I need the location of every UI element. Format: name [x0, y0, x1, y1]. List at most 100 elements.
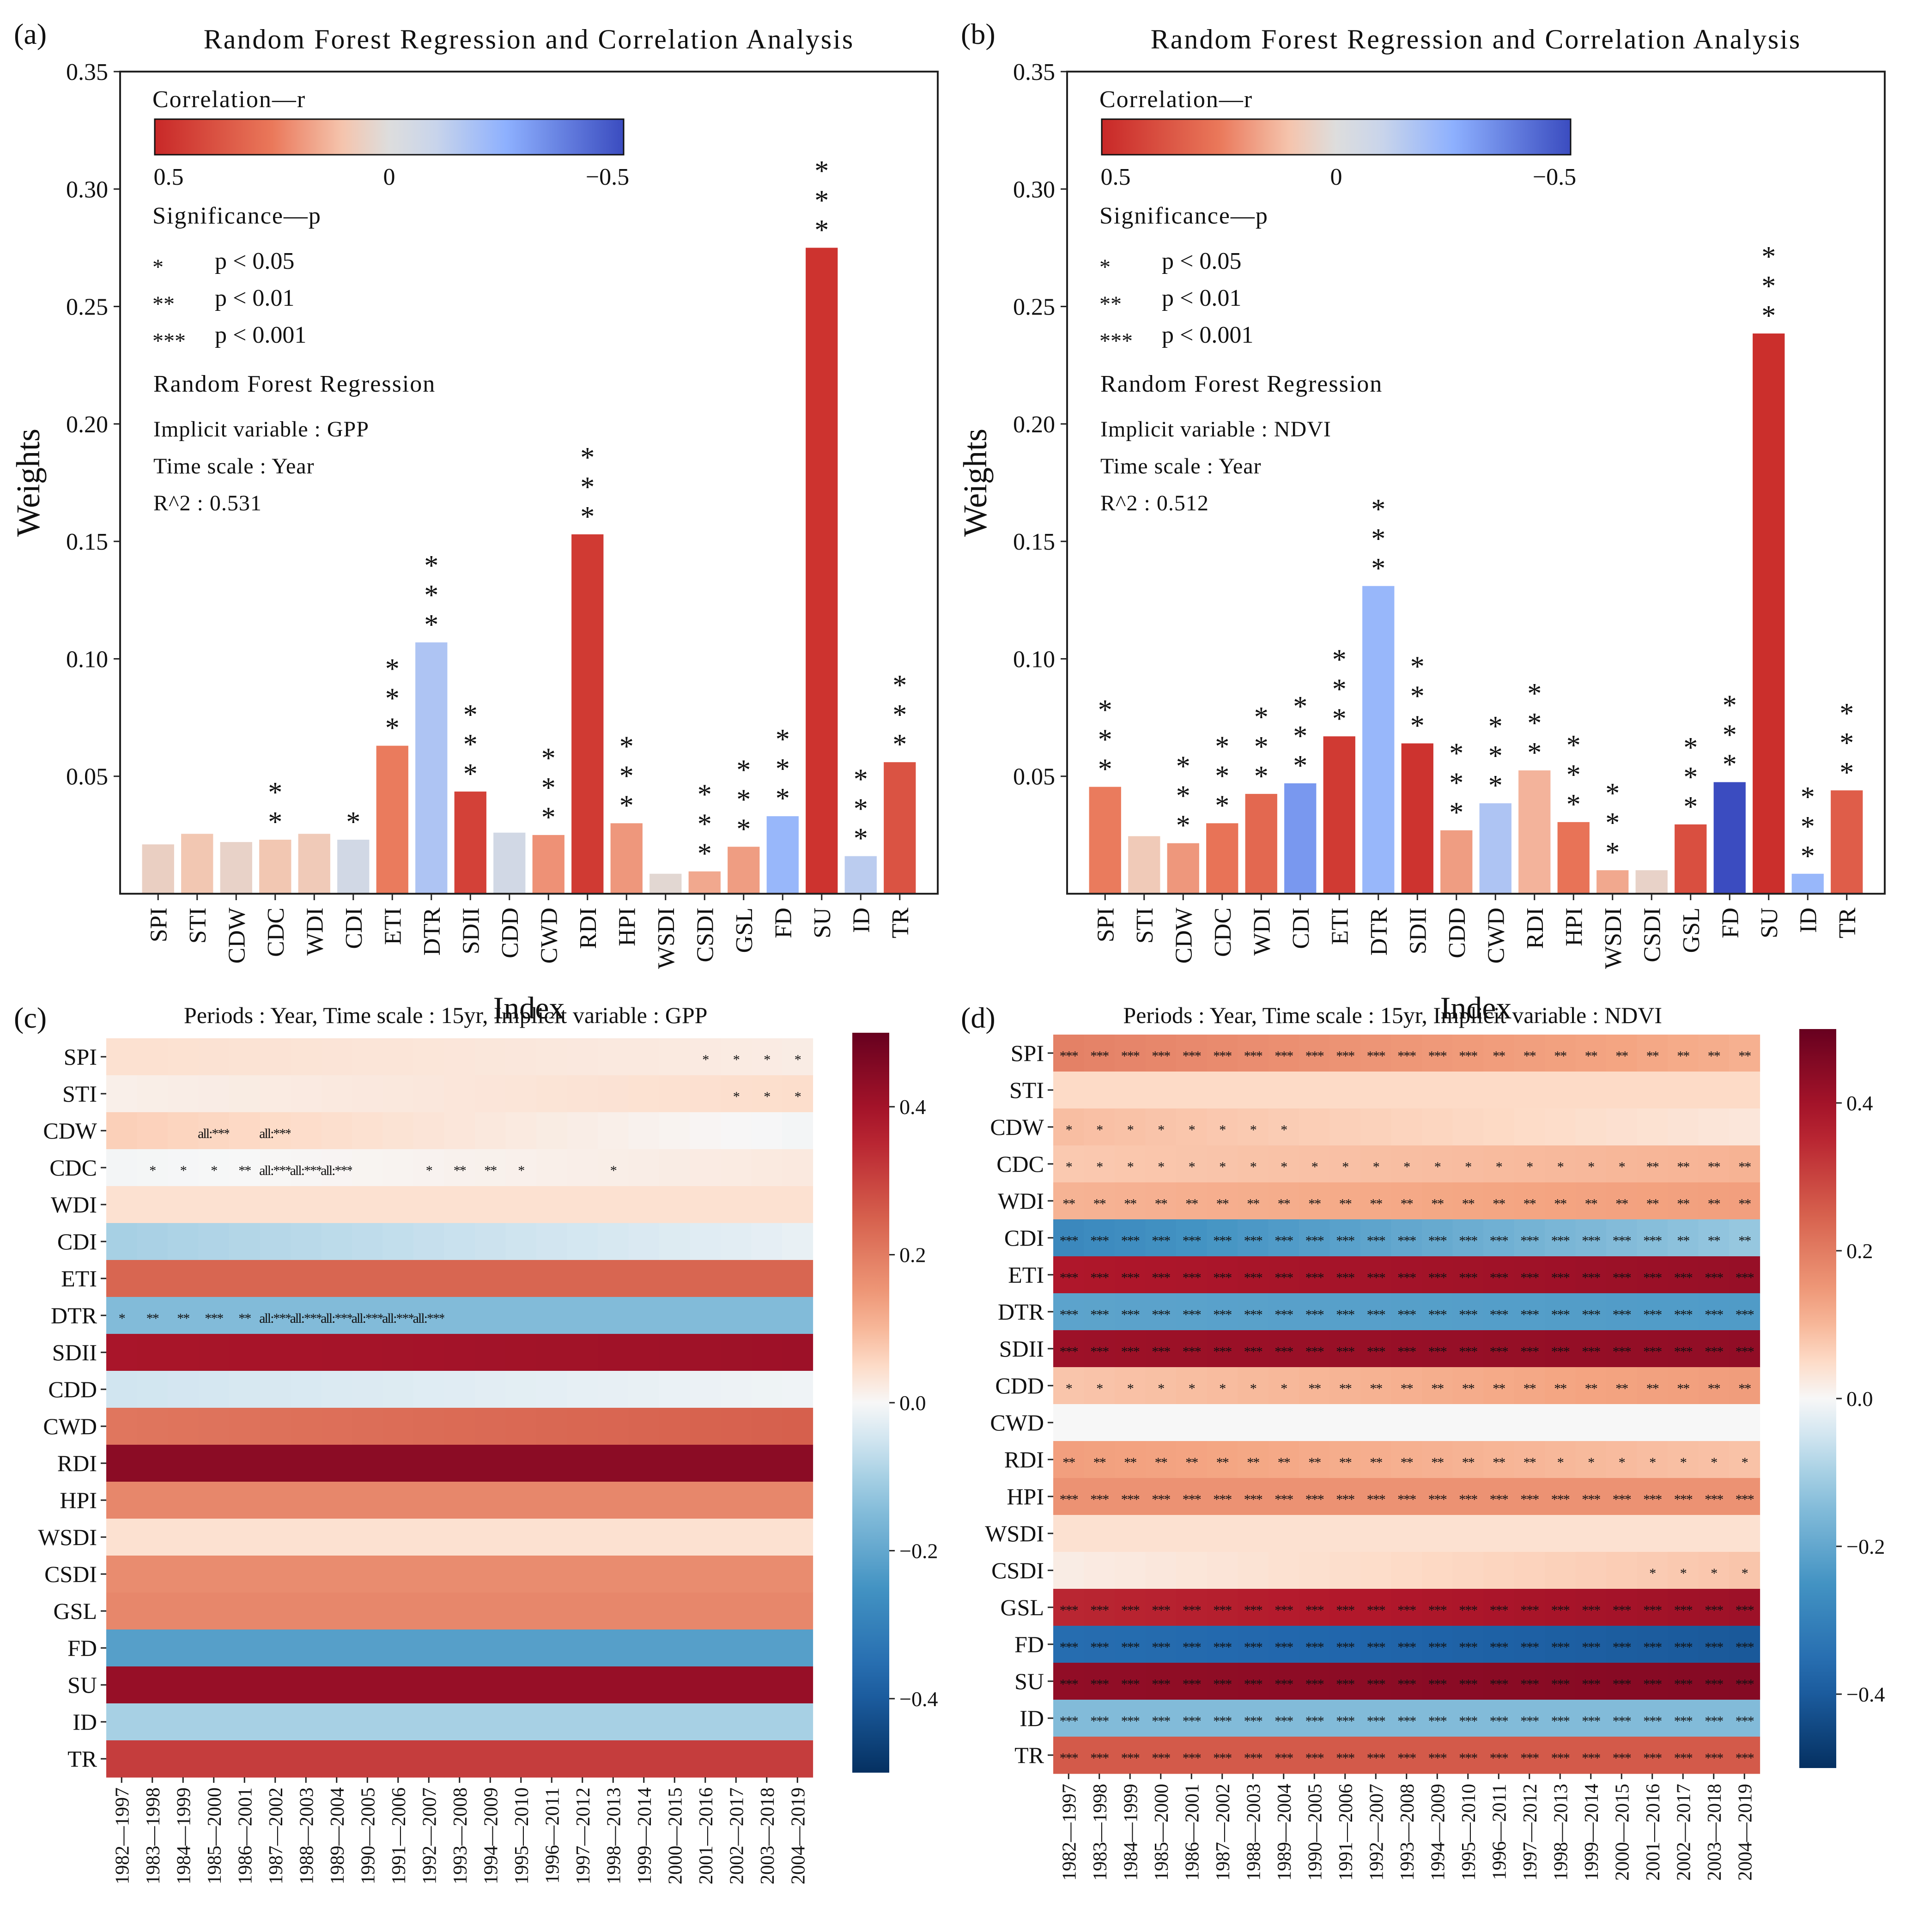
- significance-star: *: [1488, 740, 1503, 772]
- legend-tick: 0: [383, 164, 395, 190]
- significance-star: *: [346, 806, 360, 838]
- heatmap-cell: [690, 1703, 721, 1741]
- heatmap-cell: [628, 1223, 660, 1260]
- significance-star: *: [580, 501, 595, 533]
- significance-star: *: [1293, 721, 1307, 752]
- heatmap-cell: [106, 1075, 138, 1113]
- heatmap-star: ***: [1275, 1233, 1293, 1248]
- heatmap-star: **: [1646, 1159, 1659, 1175]
- heatmap-cell: [475, 1223, 506, 1260]
- heatmap-cell: [1668, 1108, 1699, 1146]
- heatmap-cell: [1545, 1256, 1576, 1294]
- heatmap-cell: [1698, 1589, 1730, 1626]
- significance-symbol: ***: [1099, 329, 1133, 353]
- heatmap-cell: [690, 1408, 721, 1445]
- heatmap-star: ***: [1090, 1640, 1109, 1655]
- heatmap-cell: [1668, 1478, 1699, 1515]
- heatmap-star: ***: [1520, 1270, 1539, 1285]
- heatmap-star: **: [1370, 1381, 1382, 1396]
- heatmap-cell: [1637, 1367, 1668, 1405]
- heatmap-cell: [1176, 1035, 1208, 1072]
- heatmap-row-label: SU: [67, 1672, 97, 1698]
- heatmap-cell: [229, 1223, 261, 1260]
- heatmap-star: **: [1308, 1381, 1321, 1396]
- heatmap-cell: [690, 1334, 721, 1371]
- bar-panel-a: (a) Random Forest Regression and Correlat…: [10, 18, 939, 1025]
- heatmap-cell: [659, 1666, 691, 1704]
- significance-star: *: [580, 442, 595, 473]
- heatmap-cell: [659, 1629, 691, 1667]
- heatmap-cell: [567, 1075, 598, 1113]
- heatmap-cell: [690, 1260, 721, 1297]
- heatmap-cell: [168, 1666, 199, 1704]
- heatmap-star: ***: [1643, 1714, 1662, 1729]
- heatmap-cell: [1268, 1589, 1299, 1626]
- heatmap-star: ***: [1121, 1714, 1140, 1729]
- heatmap-star: ***: [1183, 1603, 1201, 1618]
- heatmap-star: *: [1096, 1122, 1103, 1138]
- heatmap-cell: [444, 1556, 475, 1593]
- heatmap-star: ***: [1520, 1344, 1539, 1359]
- heatmap-star: ***: [1090, 1603, 1109, 1618]
- heatmap-star: ***: [1582, 1750, 1600, 1766]
- heatmap-cell: [1299, 1219, 1330, 1257]
- heatmap-cell: [536, 1149, 568, 1187]
- heatmap-cell: [505, 1482, 537, 1519]
- heatmap-cell: [1637, 1626, 1668, 1663]
- significance-star: *: [776, 753, 790, 785]
- heatmap-cell: [1575, 1330, 1607, 1368]
- heatmap-row-label: RDI: [1004, 1447, 1044, 1472]
- heatmap-star: ***: [1060, 1714, 1078, 1729]
- heatmap-star: ***: [1090, 1677, 1109, 1692]
- heatmap-cell: [168, 1334, 199, 1371]
- heatmap-cell: [1545, 1219, 1576, 1257]
- heatmap-cell: [1391, 1367, 1422, 1405]
- heatmap-star: **: [1677, 1381, 1689, 1396]
- x-tick-label: SU: [809, 908, 836, 938]
- heatmap-cell: [1299, 1293, 1330, 1331]
- heatmap-cell: [628, 1519, 660, 1556]
- bar-CSDI: [688, 871, 721, 894]
- heatmap-cell: [382, 1112, 414, 1150]
- heatmap-cell: [1514, 1330, 1545, 1368]
- heatmap-star: **: [1708, 1048, 1720, 1064]
- heatmap-cell: [1422, 1072, 1453, 1109]
- heatmap-cell: [444, 1038, 475, 1076]
- heatmap-cell: [229, 1593, 261, 1630]
- heatmap-cell: [382, 1371, 414, 1408]
- heatmap-cell: [751, 1186, 783, 1223]
- heatmap-cell: [1268, 1737, 1299, 1774]
- heatmap-star: ***: [1397, 1677, 1416, 1692]
- bar-CDD: [493, 832, 526, 894]
- heatmap-cell: [1360, 1145, 1392, 1183]
- heatmap-star: ***: [1674, 1714, 1693, 1729]
- colorbar-tick-label: 0.2: [1846, 1239, 1873, 1263]
- significance-star: *: [1527, 708, 1542, 739]
- heatmap-cell: [1422, 1626, 1453, 1663]
- heatmap-cell: [1606, 1330, 1638, 1368]
- heatmap-cell: [291, 1297, 322, 1334]
- heatmap-column-label: 1991—2006: [1335, 1784, 1357, 1881]
- heatmap-cell: [659, 1519, 691, 1556]
- heatmap-cell: [475, 1408, 506, 1445]
- heatmap-cell: [1637, 1072, 1668, 1109]
- heatmap-cell: [1391, 1072, 1422, 1109]
- heatmap-star: ***: [1336, 1233, 1354, 1248]
- heatmap-cell: [567, 1260, 598, 1297]
- heatmap-cell: [782, 1703, 813, 1741]
- heatmap-cell: [1084, 1367, 1115, 1405]
- significance-star: *: [268, 806, 282, 838]
- heatmap-star: ***: [1336, 1714, 1354, 1729]
- significance-star: *: [776, 724, 790, 755]
- heatmap-cell: [1053, 1589, 1085, 1626]
- heatmap-cell: [1422, 1256, 1453, 1294]
- heatmap-cell: [1422, 1182, 1453, 1220]
- heatmap-cell: [659, 1445, 691, 1482]
- heatmap-star: ***: [1705, 1603, 1723, 1618]
- heatmap-cell: [1299, 1182, 1330, 1220]
- heatmap-cell: [352, 1482, 383, 1519]
- heatmap-cell: [1268, 1035, 1299, 1072]
- heatmap-cell: [1084, 1072, 1115, 1109]
- bar-TR: [884, 762, 916, 894]
- x-tick-label: CDC: [1210, 908, 1236, 957]
